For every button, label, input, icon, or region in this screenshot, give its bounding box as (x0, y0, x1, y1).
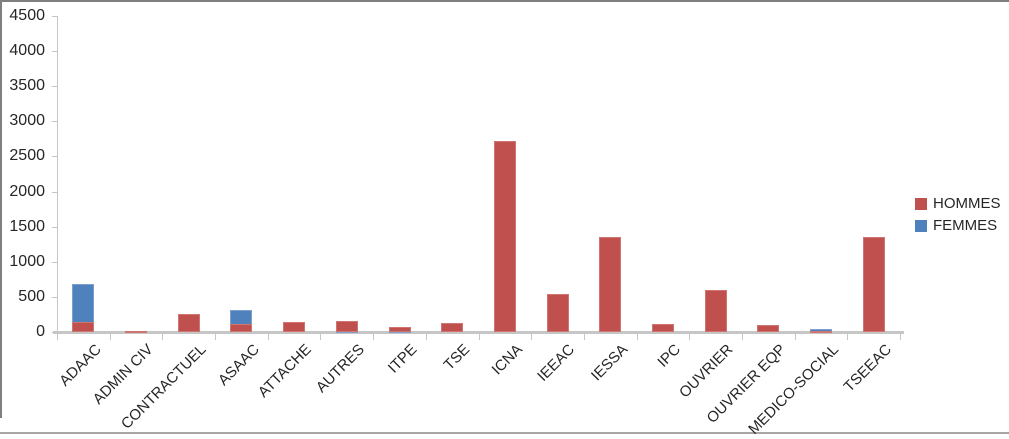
x-tick (795, 334, 796, 340)
y-tick (52, 297, 57, 298)
x-tick (637, 334, 638, 340)
bar-segment-hommes-tse (441, 322, 464, 332)
x-category-label: IPC (654, 341, 684, 371)
x-category-label: TSE (440, 341, 474, 374)
frame-top-border (0, 0, 1009, 2)
x-tick (584, 334, 585, 340)
bar-segment-hommes-adaac (72, 322, 95, 332)
x-tick (531, 334, 532, 340)
x-category-label: ADAAC (55, 341, 105, 390)
frame-left-border (0, 0, 2, 418)
y-tick-label: 500 (18, 287, 45, 305)
y-tick (52, 227, 57, 228)
x-tick (426, 334, 427, 340)
y-tick (52, 16, 57, 17)
x-category-label: IESSA (587, 341, 632, 385)
bar-segment-hommes-attache (283, 322, 306, 332)
bar-segment-hommes-admin-civ (125, 330, 147, 333)
bar-segment-hommes-ouvrier-eqp (757, 325, 780, 332)
bar-segment-hommes-asaac (230, 323, 253, 332)
x-category-label: ATTACHE (255, 341, 316, 401)
x-category-label: TSEEAC (840, 341, 895, 396)
legend-swatch-hommes (915, 197, 927, 210)
y-tick-label: 4000 (9, 42, 45, 60)
x-category-label: AUTRES (312, 341, 368, 397)
y-tick (52, 262, 57, 263)
y-tick (52, 192, 57, 193)
y-tick-label: 4500 (9, 7, 45, 24)
y-tick (52, 332, 57, 333)
bar-segment-hommes-icna (493, 141, 516, 332)
x-tick (110, 334, 111, 340)
x-category-label: ASAAC (214, 341, 263, 389)
y-tick (52, 86, 57, 87)
x-tick (742, 334, 743, 340)
x-tick (215, 334, 216, 340)
bar-segment-hommes-iessa (599, 237, 622, 332)
x-tick (689, 334, 690, 340)
y-tick-label: 2000 (9, 182, 45, 200)
x-tick (373, 334, 374, 340)
x-tick (57, 334, 58, 340)
y-tick-label: 3000 (9, 112, 45, 130)
legend-item-hommes: HOMMES (915, 196, 1001, 211)
y-tick-label: 3500 (9, 77, 45, 95)
bar-segment-hommes-medico-social (810, 331, 832, 334)
x-axis-line (53, 331, 904, 334)
y-tick (52, 121, 57, 122)
x-tick (479, 334, 480, 340)
y-tick (52, 51, 57, 52)
bar-segment-hommes-itpe (388, 326, 411, 332)
legend-label: FEMMES (933, 217, 998, 234)
legend-swatch-femmes (915, 219, 927, 232)
x-tick (320, 334, 321, 340)
legend-label: HOMMES (933, 195, 1001, 212)
x-tick (162, 334, 163, 340)
bar-segment-hommes-ouvrier (704, 289, 727, 332)
bar-segment-hommes-tseeac (862, 236, 885, 332)
y-tick-label: 1000 (9, 252, 45, 270)
y-tick-label: 2500 (9, 147, 45, 165)
legend: HOMMES FEMMES (915, 196, 1001, 233)
bar-segment-hommes-contractuel (177, 313, 200, 332)
y-axis-line (57, 16, 58, 334)
bar-segment-hommes-ieeac (546, 294, 569, 332)
x-category-label: ICNA (488, 341, 526, 379)
x-category-label: MEDICO-SOCIAL (745, 341, 843, 438)
x-tick (900, 334, 901, 340)
x-tick (847, 334, 848, 340)
y-tick-label: 1500 (9, 217, 45, 235)
y-tick (52, 156, 57, 157)
y-tick-label: 0 (36, 323, 45, 340)
x-tick (268, 334, 269, 340)
legend-item-femmes: FEMMES (915, 218, 1001, 233)
bar-segment-hommes-autres (335, 320, 358, 332)
bar-segment-hommes-ipc (651, 323, 674, 332)
x-category-label: ITPE (384, 341, 421, 377)
frame-bottom-border (0, 432, 1009, 434)
x-category-label: IEEAC (534, 341, 579, 385)
